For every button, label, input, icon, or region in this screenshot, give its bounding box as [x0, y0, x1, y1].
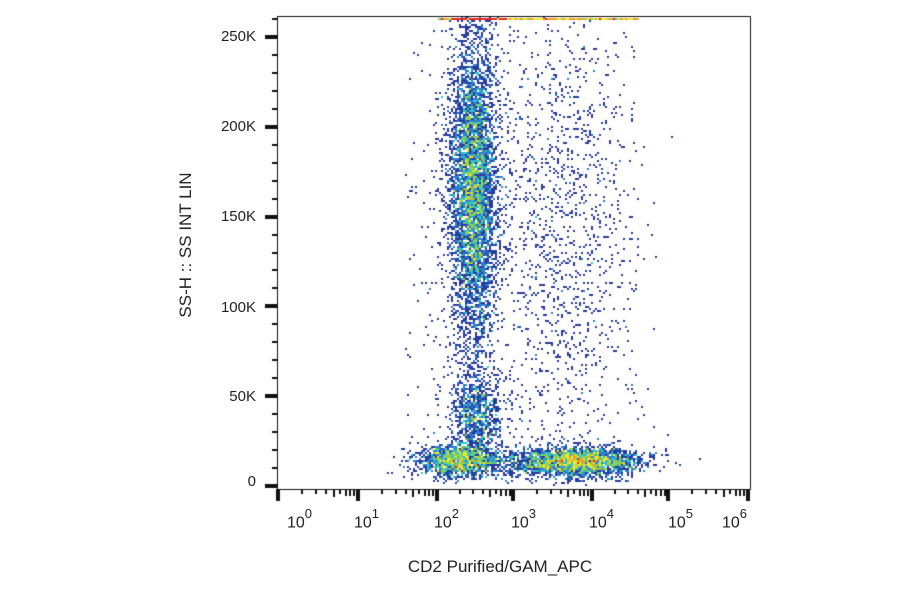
- x-tick-base: 10: [434, 514, 452, 532]
- x-tick-label-1e2: 102: [434, 506, 460, 532]
- y-tick-label-100k: 100K: [220, 299, 256, 316]
- x-tick-label-1e4: 104: [589, 506, 615, 532]
- x-tick-exponent: 2: [451, 506, 460, 521]
- x-tick-exponent: 6: [739, 506, 748, 521]
- y-tick-label-0: 0: [247, 473, 256, 490]
- x-tick-base: 10: [287, 514, 305, 532]
- x-tick-base: 10: [589, 514, 607, 532]
- x-tick-exponent: 3: [528, 506, 537, 521]
- y-tick-label-150k: 150K: [220, 208, 256, 225]
- x-axis-title: CD2 Purified/GAM_APC: [407, 557, 593, 576]
- x-tick-label-1e0: 100: [287, 506, 313, 532]
- x-tick-label-1e3: 103: [511, 506, 537, 532]
- x-tick-base: 10: [354, 514, 372, 532]
- y-tick-label-250k: 250K: [220, 28, 256, 45]
- x-tick-base: 10: [668, 514, 686, 532]
- y-tick-label-200k: 200K: [220, 118, 256, 135]
- x-tick-exponent: 4: [606, 506, 615, 521]
- x-tick-exponent: 1: [371, 506, 380, 521]
- x-tick-exponent: 5: [685, 506, 694, 521]
- y-tick-label-50k: 50K: [229, 388, 256, 405]
- x-tick-label-1e5: 105: [668, 506, 694, 532]
- x-tick-label-1e6: 106: [722, 506, 748, 532]
- x-tick-base: 10: [511, 514, 529, 532]
- y-axis-title: SS-H :: SS INT LIN: [176, 172, 195, 318]
- x-tick-exponent: 0: [304, 506, 313, 521]
- x-tick-label-1e1: 101: [354, 506, 380, 532]
- x-tick-base: 10: [722, 514, 740, 532]
